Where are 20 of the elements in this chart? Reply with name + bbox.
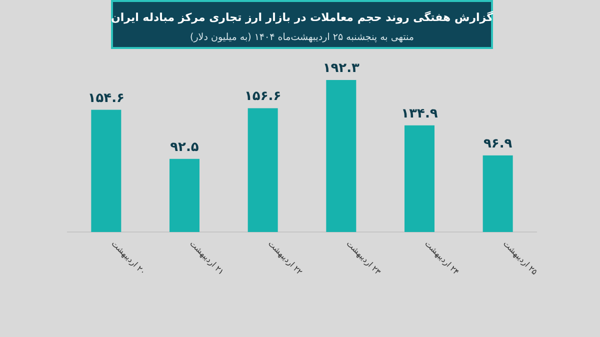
chart-subtitle: منتهی به پنجشنبه ۲۵ اردیبهشت‌ماه ۱۴۰۴ (به میلیون دلار) [190, 32, 414, 43]
x-tick-label: ۲۰ اردیبهشت [110, 239, 148, 277]
bar [326, 80, 356, 232]
data-label: ۱۳۴.۹ [401, 106, 438, 122]
x-tick-label: ۲۴ اردیبهشت [423, 239, 461, 277]
bar [91, 110, 122, 232]
bar [170, 158, 200, 232]
bar [248, 108, 278, 232]
x-tick-label: ۲۳ اردیبهشت [344, 239, 383, 278]
bar [482, 155, 513, 232]
data-label: ۱۹۲.۳ [322, 61, 360, 76]
bar [404, 125, 434, 232]
data-label: ۹۲.۵ [170, 140, 199, 155]
chart-title: گزارش هفتگی روند حجم معاملات در بازار ارز تجاری مرکز مبادله ایران [110, 11, 494, 24]
data-label: ۱۵۴.۶ [88, 90, 125, 106]
x-tick-label: ۲۱ اردیبهشت [188, 239, 226, 277]
x-tick-label: ۲۵ اردیبهشت [501, 239, 539, 277]
x-tick-label: ۲۲ اردیبهشت [266, 239, 304, 277]
data-label: ۹۶.۹ [483, 136, 512, 152]
data-label: ۱۵۶.۶ [244, 89, 282, 104]
